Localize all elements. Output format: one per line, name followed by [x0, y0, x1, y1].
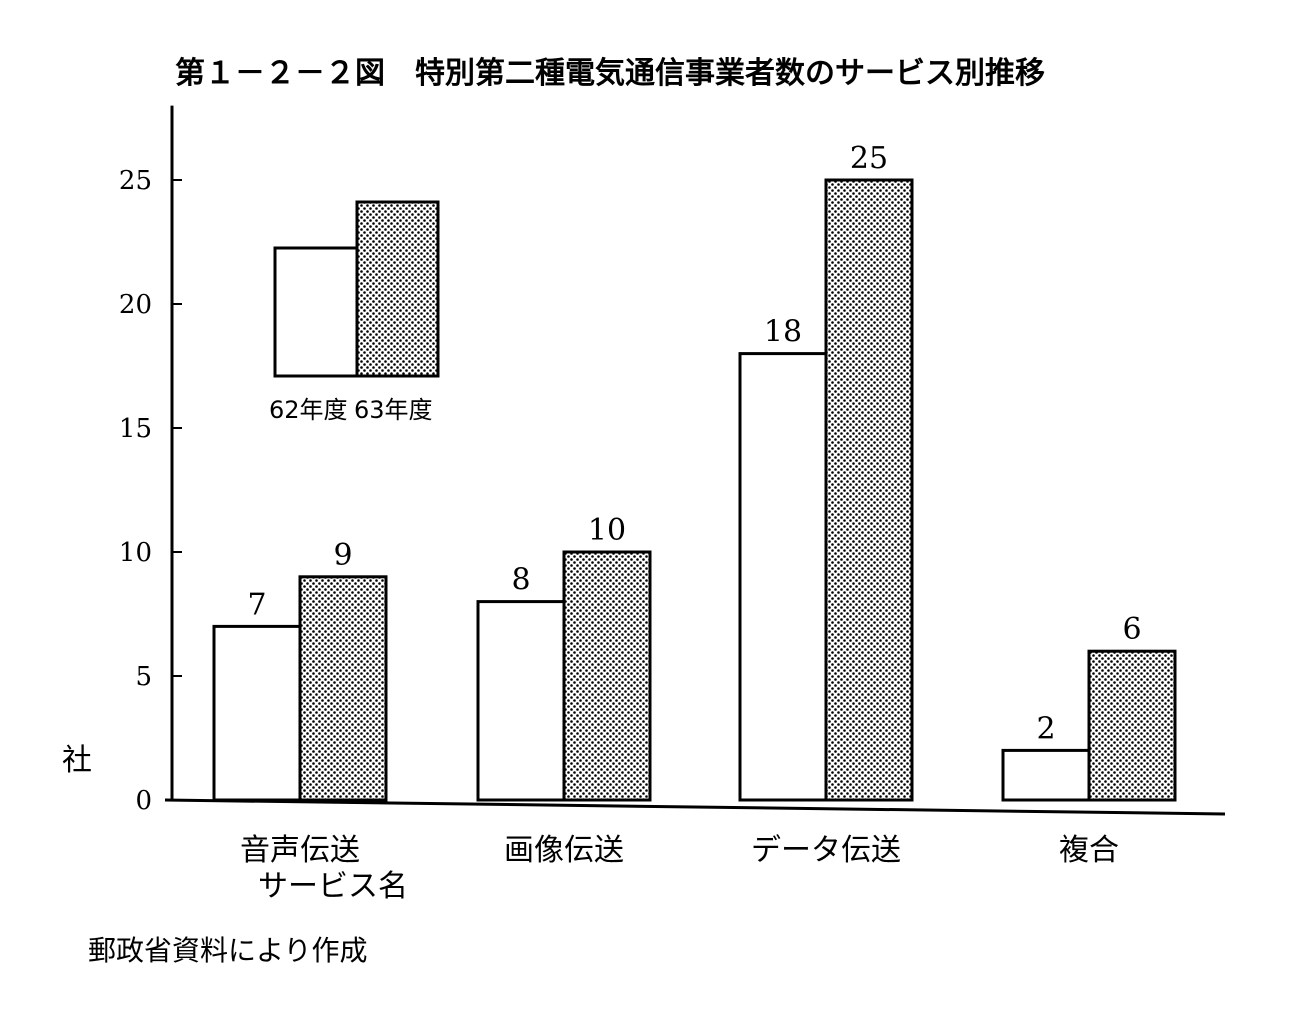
bar-62-2 — [476, 600, 566, 802]
x-axis-label: サービス名 — [258, 869, 408, 904]
data-label: 7 — [247, 587, 266, 622]
bar-63-4 — [1087, 649, 1177, 802]
data-label: 10 — [588, 513, 626, 548]
category-labels: 音声伝送 画像伝送 データ伝送 複合 — [240, 833, 1119, 868]
data-label: 18 — [764, 315, 802, 350]
bars: 7 9 8 10 18 25 2 6 — [212, 141, 1177, 802]
legend-swatch-63 — [355, 200, 440, 378]
y-axis-unit-label: 社 — [62, 743, 92, 778]
source-note: 郵政省資料により作成 — [88, 934, 367, 967]
data-label: 2 — [1036, 711, 1055, 746]
data-label: 6 — [1122, 612, 1141, 647]
x-axis-line — [164, 798, 1226, 816]
bar-63-3 — [824, 178, 914, 802]
bar-63-1 — [298, 575, 388, 802]
bar-62-3 — [738, 352, 828, 802]
y-tick-label: 25 — [119, 166, 152, 196]
chart-title: 第１－２－２図 特別第二種電気通信事業者数のサービス別推移 — [175, 56, 1045, 91]
legend-label-63: 63年度 — [354, 396, 433, 424]
bar-63-2 — [562, 550, 652, 802]
category-label: データ伝送 — [751, 833, 901, 868]
axes — [164, 105, 1226, 816]
bar-62-1 — [212, 624, 302, 802]
category-label: 画像伝送 — [504, 833, 624, 868]
category-label: 複合 — [1059, 833, 1119, 868]
category-label: 音声伝送 — [240, 833, 360, 868]
y-tick-label: 10 — [119, 538, 152, 568]
legend: 62年度 63年度 — [269, 200, 440, 424]
legend-swatch-62 — [273, 246, 359, 378]
y-tick-label: 0 — [135, 786, 152, 816]
legend-label-62: 62年度 — [269, 396, 348, 424]
bar-62-4 — [1001, 748, 1091, 802]
data-label: 25 — [850, 141, 888, 176]
y-ticks: 0 5 10 15 20 25 — [119, 166, 182, 816]
y-tick-label: 20 — [119, 290, 152, 320]
y-tick-label: 5 — [135, 662, 152, 692]
y-tick-label: 15 — [119, 414, 152, 444]
data-label: 9 — [333, 538, 352, 573]
data-label: 8 — [511, 563, 530, 598]
